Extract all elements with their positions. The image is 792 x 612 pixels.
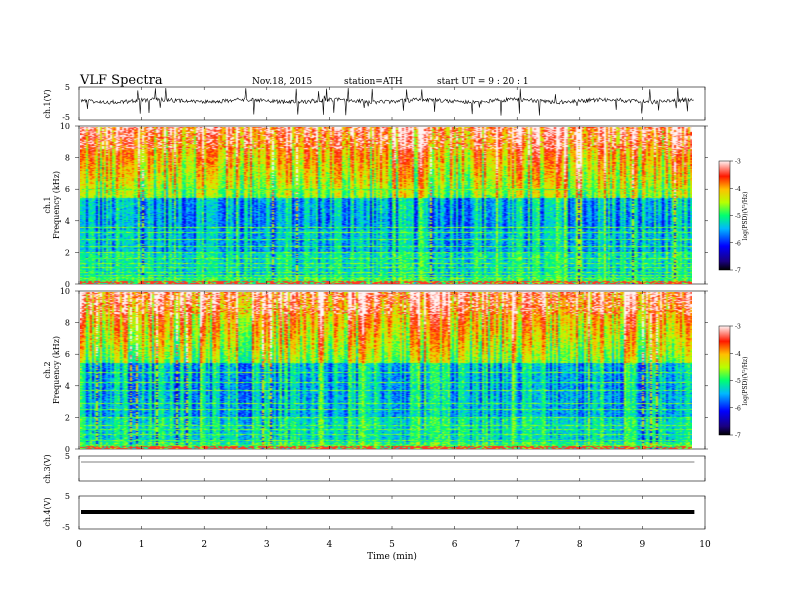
x-tick-label: 10 (699, 540, 711, 550)
ch4-wave-ylabel: ch.4(V) (43, 497, 52, 526)
x-tick-label: 0 (76, 540, 82, 550)
ch1-spec-channel-label: ch.1 (43, 196, 52, 213)
x-tick-label: 6 (452, 540, 458, 550)
spectrogram-ytick-label: 8 (65, 154, 70, 163)
x-tick-label: 7 (514, 540, 520, 550)
x-tick-label: 2 (201, 540, 207, 550)
x-tick-label: 3 (264, 540, 270, 550)
x-tick-label: 8 (577, 540, 583, 550)
ch4-wave-ytick-top: 5 (65, 492, 70, 501)
ch1-colorbar (718, 160, 731, 271)
colorbar-tick-label: -6 (735, 405, 741, 412)
ch4-waveform-band (81, 510, 695, 514)
colorbar-tick-label: -5 (735, 213, 741, 220)
ch1-wave-ytick-bottom: -5 (62, 113, 70, 122)
date-label: Nov.18, 2015 (252, 77, 313, 87)
spectrogram-ytick-label: 0 (65, 445, 70, 454)
ch3-wave-ylabel: ch.3(V) (43, 454, 52, 483)
ch1-wave-ylabel: ch.1(V) (43, 89, 52, 118)
colorbar-tick-label: -4 (735, 351, 741, 358)
x-tick-label: 4 (327, 540, 333, 550)
spectrogram-ytick-label: 2 (65, 248, 70, 257)
spectrogram-ytick-label: 6 (65, 350, 70, 359)
spectrogram-ytick-label: 2 (65, 413, 70, 422)
x-tick-label: 1 (139, 540, 145, 550)
ch2-colorbar (718, 325, 731, 436)
ch2-spec-ylabel: Frequency (kHz) (52, 336, 61, 404)
spectrogram-ytick-label: 8 (65, 319, 70, 328)
ch2-spectrogram-image (80, 292, 692, 449)
ch3-wave-ytick-top: 5 (65, 452, 70, 461)
colorbar-tick-label: -4 (735, 186, 741, 193)
ch2-spec-channel-label: ch.2 (43, 361, 52, 378)
colorbar-tick-label: -6 (735, 240, 741, 247)
station-label: station=ATH (344, 77, 403, 87)
start-time-label: start UT = 9 : 20 : 1 (437, 77, 529, 87)
colorbar-tick-label: -7 (735, 433, 741, 440)
ch2-colorbar-label: log(PSD)(V²/Hz) (742, 357, 749, 406)
spectrogram-ytick-label: 0 (65, 280, 70, 289)
ch3-waveform-frame (78, 455, 706, 482)
colorbar-tick-label: -3 (735, 324, 741, 331)
ch1-wave-ytick-top: 5 (65, 83, 70, 92)
ch1-spectrogram-image (80, 127, 692, 284)
spectrogram-ytick-label: 4 (65, 382, 70, 391)
spectrogram-ytick-label: 4 (65, 217, 70, 226)
ch1-waveform-frame (78, 86, 706, 121)
x-tick-label: 5 (389, 540, 395, 550)
colorbar-tick-label: -3 (735, 159, 741, 166)
x-axis-label: Time (min) (367, 551, 417, 562)
spectrogram-ytick-label: 10 (60, 122, 70, 131)
ch1-waveform-trace (80, 87, 694, 116)
colorbar-tick-label: -5 (735, 378, 741, 385)
colorbar-tick-label: -7 (735, 268, 741, 275)
x-tick-label: 9 (640, 540, 646, 550)
ch1-spec-ylabel: Frequency (kHz) (52, 171, 61, 239)
figure-title: VLF Spectra (79, 73, 163, 88)
spectrogram-ytick-label: 6 (65, 185, 70, 194)
ch4-wave-ytick-bottom: -5 (62, 523, 70, 532)
spectrogram-ytick-label: 10 (60, 287, 70, 296)
ch4-waveform-trace (81, 510, 695, 514)
ch1-colorbar-label: log(PSD)(V²/Hz) (742, 192, 749, 241)
